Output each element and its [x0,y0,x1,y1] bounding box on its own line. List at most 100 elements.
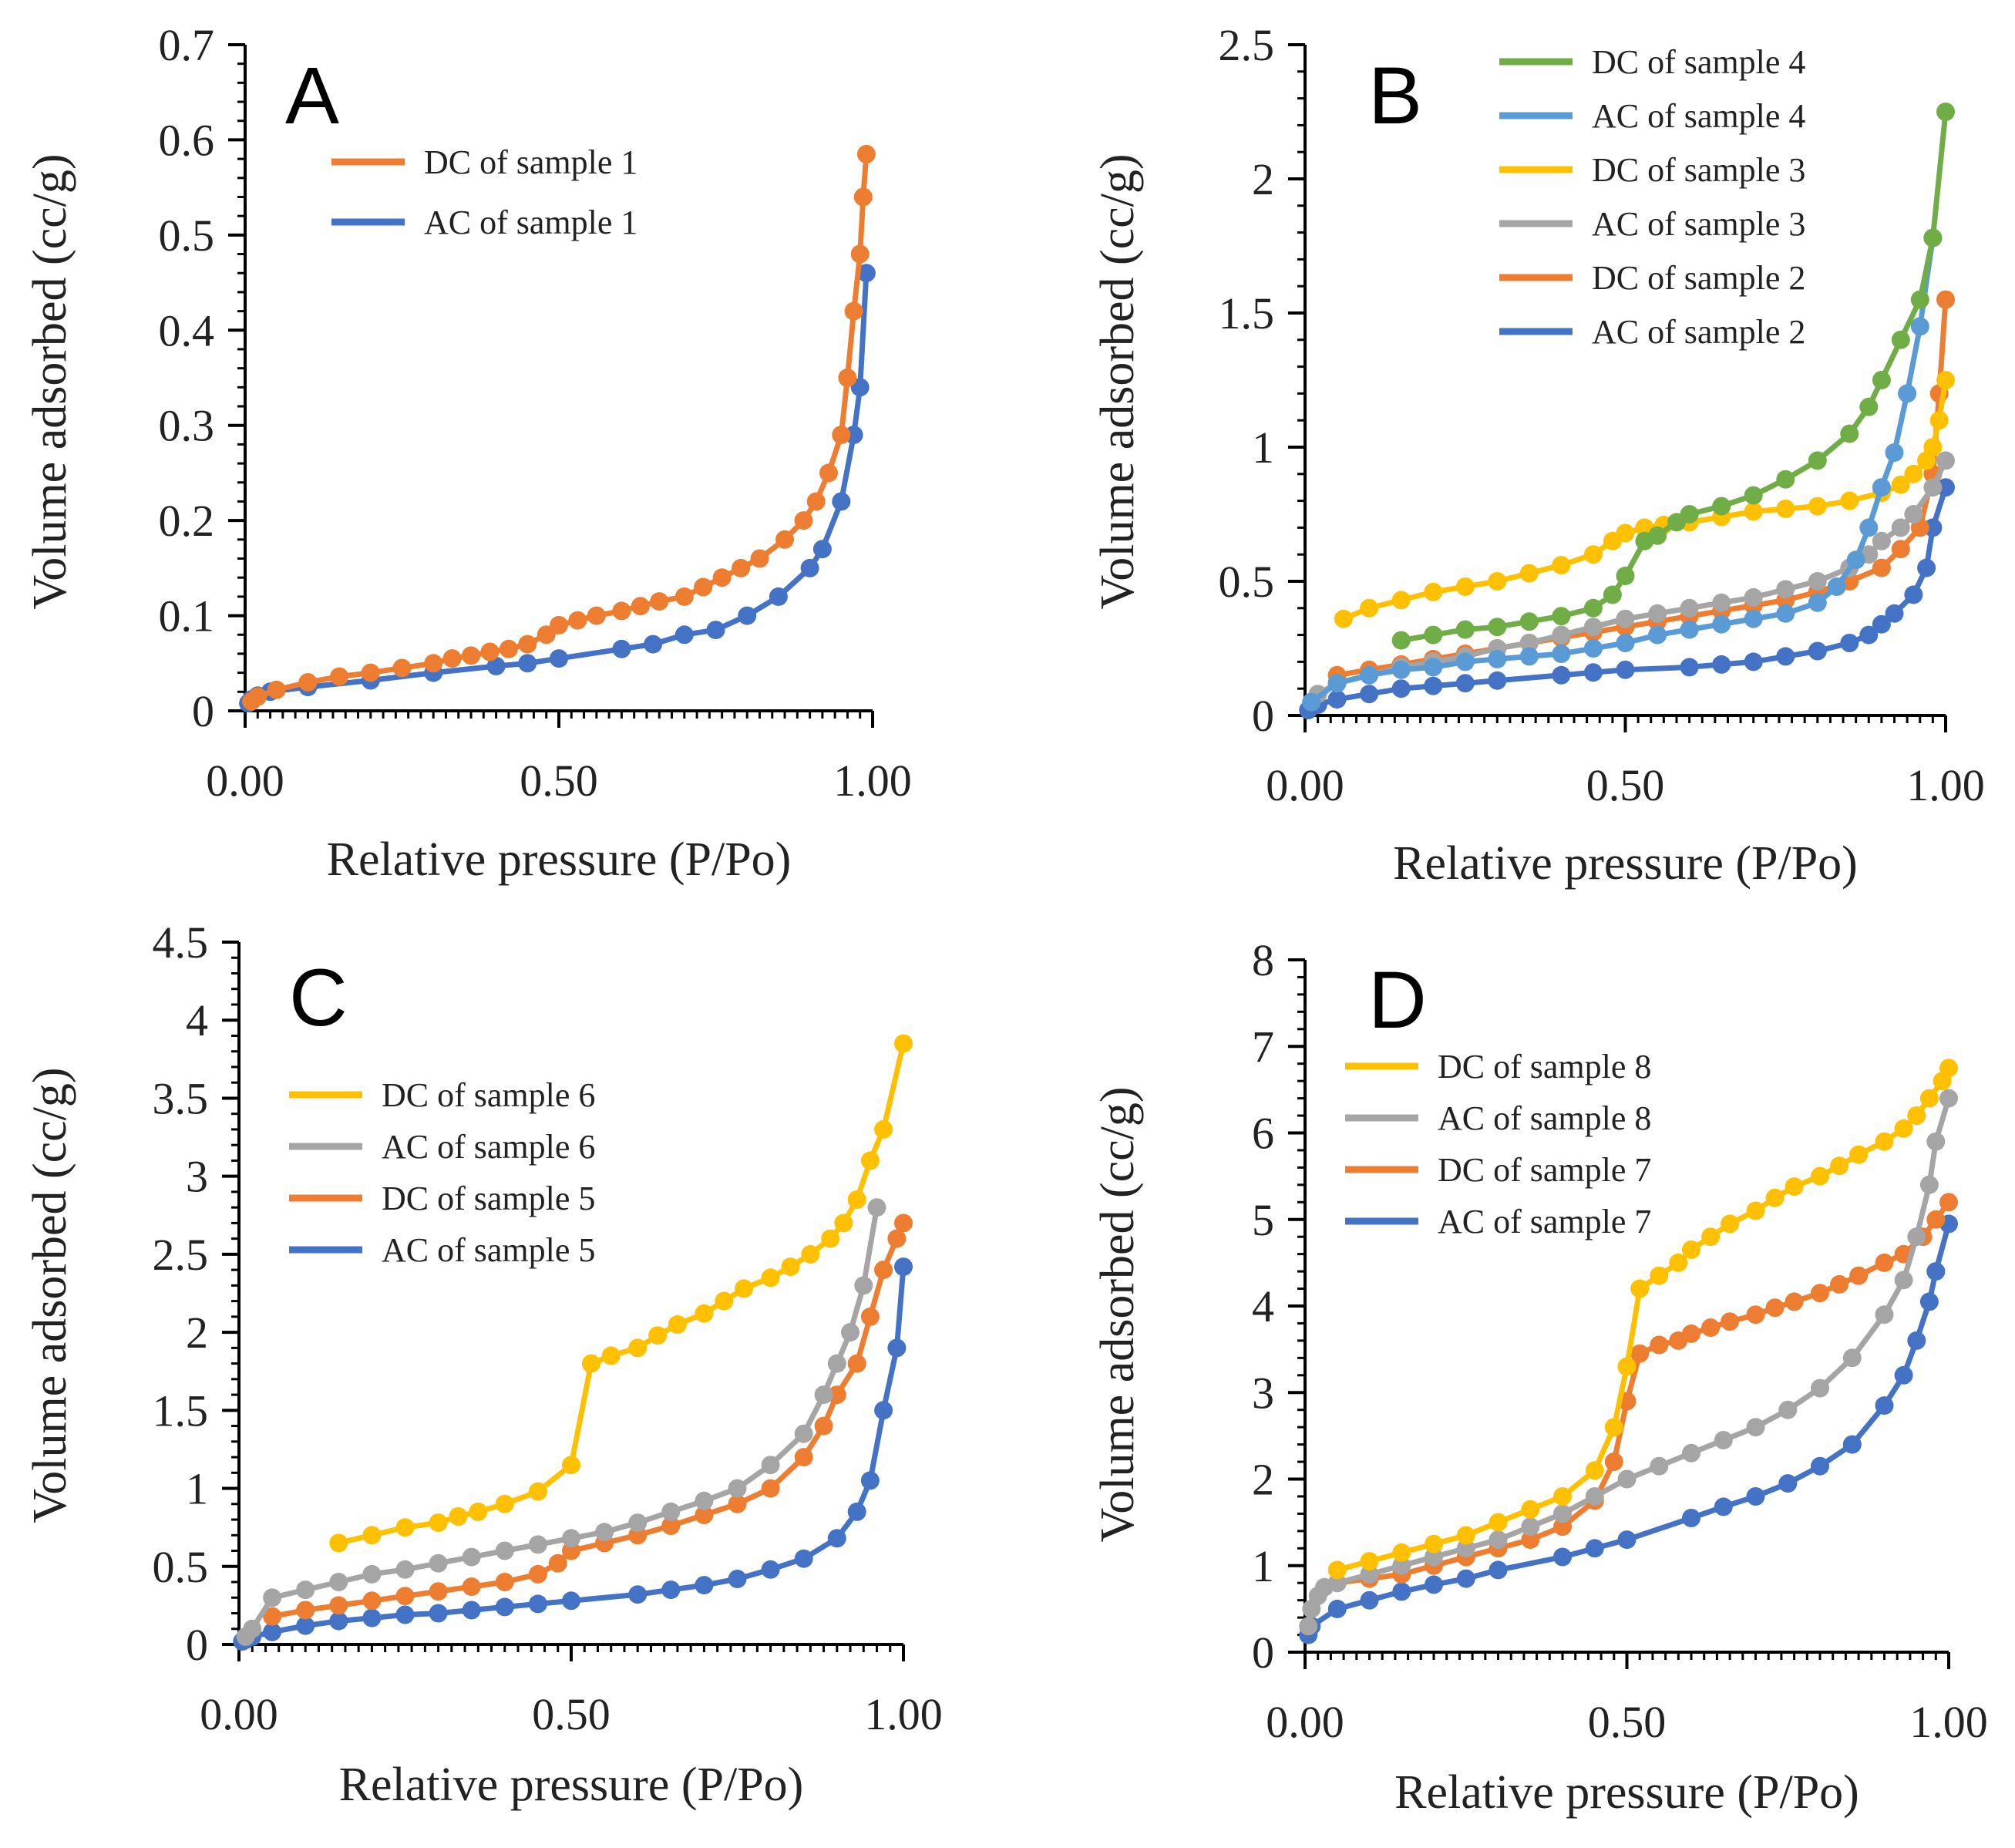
series-line [1336,1066,1952,1573]
data-point [694,577,713,597]
data-point [847,1502,866,1521]
data-point [1891,540,1910,559]
data-point [1519,634,1539,652]
data-point [1521,1530,1540,1550]
data-point [243,1619,262,1638]
data-point [1744,652,1763,672]
data-point [1875,1305,1894,1325]
data-point [644,635,663,654]
data-point [1334,609,1353,628]
data-point [263,1622,282,1641]
y-tick-label: 0.5 [153,1542,209,1592]
data-point [449,1507,468,1526]
data-point [1616,523,1635,543]
data-point [1811,1378,1829,1398]
data-point [1456,1569,1475,1588]
data-point [1808,572,1827,591]
data-point [1891,518,1910,537]
data-point [548,1553,567,1573]
series-dc-of-sample-3 [1334,371,1955,628]
y-tick-label: 4 [1252,1281,1274,1331]
data-point [1808,593,1827,612]
y-tick-label: 1 [1252,1541,1274,1591]
panel-a: 0 0.1 0.2 0.3 0.4 0.5 0.6 0.7 0.00 0.50 1.00 Relati… [24,20,912,886]
data-point [1392,1543,1411,1562]
y-tick-label: 2 [1252,1455,1274,1505]
data-point [429,1553,448,1573]
data-point [1424,676,1443,695]
data-point [1919,1175,1939,1194]
x-tick-label: 0.00 [206,756,284,806]
y-tick-label: 7 [1252,1022,1274,1072]
data-point [1811,1166,1829,1186]
y-tick-label: 0.5 [159,210,215,261]
data-point [1391,591,1411,610]
data-point [601,1346,621,1365]
data-point [801,1244,820,1264]
data-point [834,1213,853,1233]
data-point [1904,464,1923,483]
y-tick-label: 1.5 [153,1385,209,1436]
data-point [1936,451,1955,470]
data-point [1842,1435,1862,1454]
y-tick-label: 0 [1252,691,1274,741]
data-point [631,597,650,616]
data-point [1926,1132,1946,1151]
y-axis-title: Volume adsorbed (cc/g) [24,153,76,609]
data-point [1872,371,1891,389]
data-point [695,1304,714,1323]
data-point [362,1526,382,1545]
data-point [1785,1177,1804,1197]
legend: DC of sample 8 AC of sample 8 DC of sample… [1345,1048,1651,1240]
data-point [1682,1509,1700,1527]
data-point [1898,384,1917,403]
y-tick-label: 0.2 [159,496,215,546]
data-point [1778,1474,1798,1493]
data-point [827,1354,846,1373]
y-tick-label: 3.5 [153,1073,209,1123]
data-point [1360,1565,1379,1584]
y-tick-label: 2.5 [1219,20,1275,70]
data-point [1360,685,1379,704]
data-point [429,1582,448,1601]
data-point [854,1276,873,1295]
series-dc-of-sample-7 [1327,1193,1958,1593]
data-point [1830,1156,1849,1176]
data-point [1840,634,1859,652]
x-tick-label: 0.50 [1586,760,1665,810]
data-point [800,558,819,577]
legend-label: DC of sample 2 [1592,259,1805,297]
data-point [1553,1547,1572,1567]
legend-label: DC of sample 5 [382,1180,595,1217]
data-point [712,568,732,587]
data-point [1808,641,1827,661]
data-point [628,1585,648,1604]
data-point [1585,1539,1604,1558]
data-point [1360,1552,1379,1571]
data-point [832,492,851,511]
y-tick-label: 4.5 [153,917,209,968]
data-point [628,1513,648,1533]
data-point [695,1576,714,1595]
data-point [761,1479,780,1498]
data-point [595,1523,614,1542]
data-point [1744,502,1763,521]
data-point [728,1479,747,1498]
data-point [1360,665,1379,685]
data-point [1583,598,1603,618]
data-point [1910,317,1929,336]
panel-letter: B [1368,51,1422,141]
data-point [1846,550,1865,570]
data-point [1425,1547,1443,1567]
data-point [1859,518,1879,537]
data-point [668,1315,687,1334]
data-point [248,687,267,706]
data-point [887,1338,907,1358]
data-point [499,639,518,658]
legend-label: AC of sample 5 [382,1231,595,1269]
data-point [1776,580,1795,599]
y-tick-label: 3 [1252,1368,1274,1418]
data-point [1648,526,1667,545]
data-point [1616,634,1635,652]
data-point [1552,556,1571,575]
